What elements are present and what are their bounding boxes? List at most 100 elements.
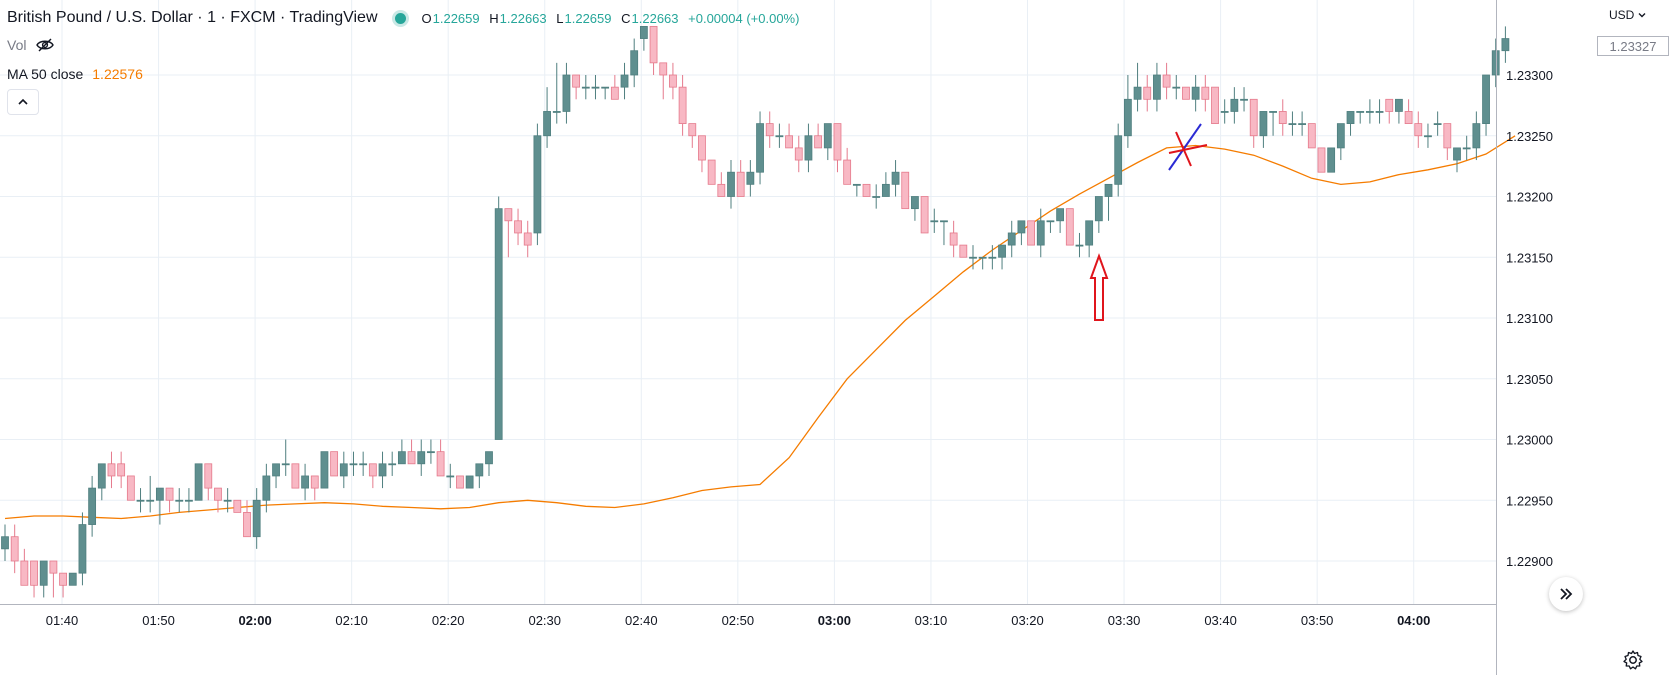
candle-body: [688, 123, 697, 137]
candle-body: [1211, 86, 1219, 125]
candle: [1356, 111, 1365, 124]
candle-body: [165, 487, 174, 501]
candle: [194, 463, 203, 501]
ohlc-values: O1.22659 H1.22663 L1.22659 C1.22663 +0.0…: [422, 11, 806, 26]
candle: [272, 463, 280, 489]
collapse-legend-button[interactable]: [7, 89, 39, 115]
candle-body: [843, 159, 852, 185]
candle-body: [1385, 98, 1394, 112]
drawing-annotations[interactable]: [1089, 123, 1208, 321]
candle-body: [1230, 98, 1239, 112]
candle: [765, 111, 774, 148]
candle-body: [78, 524, 87, 574]
candle-body: [107, 463, 116, 477]
candle: [1298, 111, 1307, 136]
candle-body: [707, 159, 716, 185]
candle-body: [1201, 86, 1210, 100]
candle: [146, 475, 155, 513]
candle-body: [291, 463, 300, 489]
candle: [543, 87, 551, 148]
candle: [1094, 196, 1103, 233]
candle-body: [504, 208, 513, 222]
candle-body: [194, 463, 203, 501]
candle: [717, 172, 726, 197]
ma-value: 1.22576: [92, 66, 143, 82]
candle: [1414, 111, 1423, 148]
candle: [862, 183, 871, 197]
candle: [30, 560, 38, 598]
candle-body: [301, 475, 309, 489]
candle-body: [533, 135, 542, 234]
candle-body: [136, 499, 145, 502]
candle-body: [1356, 111, 1365, 113]
candle: [1162, 62, 1171, 100]
candle: [262, 463, 271, 513]
candle: [504, 208, 513, 258]
candle-body: [601, 86, 610, 89]
candle: [833, 123, 842, 173]
candle-body: [1191, 86, 1200, 100]
candle: [1404, 99, 1413, 124]
candle-body: [1365, 111, 1374, 113]
candle-body: [746, 171, 755, 185]
time-tick-label: 03:30: [1108, 613, 1141, 628]
gear-icon[interactable]: [1622, 649, 1644, 671]
time-tick-label: 02:10: [335, 613, 368, 628]
symbol-title[interactable]: British Pound / U.S. Dollar · 1 · FXCM ·…: [7, 9, 378, 26]
candle-body: [204, 463, 213, 489]
candle: [465, 475, 474, 489]
candle: [475, 463, 484, 489]
candle-body: [1123, 98, 1132, 137]
candle: [368, 463, 377, 489]
candle: [707, 159, 716, 185]
candle: [204, 463, 213, 501]
candle: [988, 245, 997, 270]
ma-50-line: [4, 135, 1516, 520]
candle: [378, 451, 387, 489]
candle: [1385, 98, 1394, 124]
candle-body: [1259, 111, 1268, 137]
candle-body: [1327, 147, 1336, 173]
candle: [456, 475, 464, 489]
candle: [1317, 147, 1326, 173]
candle: [1085, 220, 1094, 258]
candle: [1027, 220, 1035, 246]
candle: [959, 244, 968, 258]
eye-off-icon[interactable]: [36, 38, 55, 52]
candle: [1056, 208, 1065, 233]
time-tick-label: 03:50: [1301, 613, 1334, 628]
chevron-up-icon: [18, 98, 28, 105]
candle: [1230, 87, 1239, 124]
candle-body: [427, 451, 435, 454]
ma-indicator-row[interactable]: MA 50 close 1.22576: [7, 66, 143, 82]
scroll-to-realtime-button[interactable]: [1549, 577, 1583, 611]
candle-body: [1269, 111, 1277, 113]
time-tick-label: 02:30: [528, 613, 561, 628]
ohlc-high: 1.22663: [499, 10, 547, 26]
candle: [49, 560, 58, 598]
candle-body: [610, 86, 619, 100]
candle: [117, 451, 126, 489]
candle: [949, 220, 958, 258]
candle: [1182, 86, 1190, 100]
candle-body: [97, 463, 106, 489]
currency-selector[interactable]: USD: [1609, 8, 1647, 22]
candle: [552, 62, 561, 124]
candle-body: [591, 86, 600, 89]
volume-indicator-row[interactable]: Vol: [7, 37, 55, 53]
candle-body: [891, 171, 900, 185]
candle: [68, 572, 77, 586]
vol-label: Vol: [7, 37, 27, 53]
candle: [1501, 26, 1510, 63]
candle-body: [1404, 111, 1413, 124]
ma-label: MA 50 close: [7, 66, 84, 82]
candle-body: [785, 135, 793, 149]
candle: [310, 475, 319, 501]
candle: [978, 256, 987, 270]
axes: 1.23300 1.23250 1.23200 1.23150 1.23100 1.230…: [0, 0, 1553, 675]
ohlc-key: L: [556, 10, 564, 26]
candle-body: [320, 451, 329, 489]
candle-body: [68, 572, 77, 586]
candle: [291, 463, 300, 489]
